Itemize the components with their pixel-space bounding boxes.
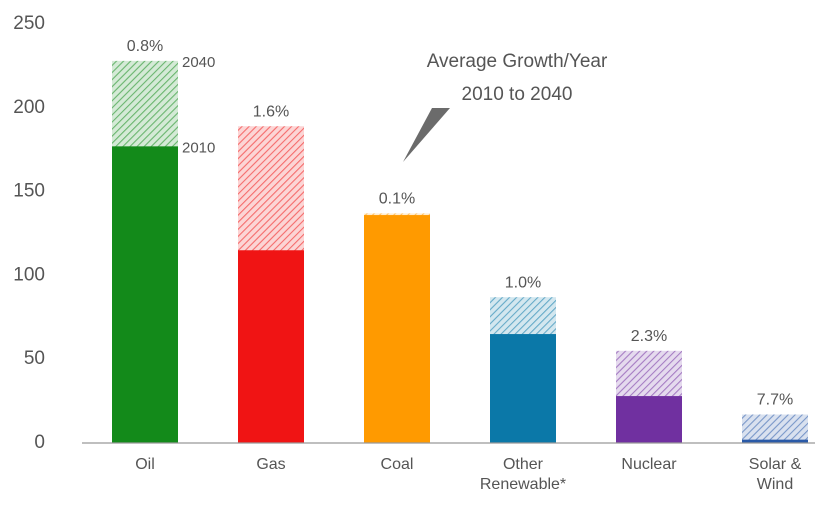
series-label: 2010 xyxy=(182,139,215,156)
x-tick-label: Oil xyxy=(135,456,155,473)
bar xyxy=(238,250,304,443)
x-tick-label: Coal xyxy=(380,456,414,473)
bar xyxy=(742,439,808,443)
bar xyxy=(364,215,430,443)
y-tick-label: 250 xyxy=(13,13,45,34)
callout-pointer xyxy=(403,108,450,162)
annotation: 2010 to 2040 xyxy=(462,84,573,105)
series-label: 2040 xyxy=(182,54,215,71)
y-tick-label: 100 xyxy=(13,264,45,285)
y-tick-label: 150 xyxy=(13,181,45,202)
x-tick-label: Other Renewable* xyxy=(479,456,567,493)
growth-label: 1.0% xyxy=(505,274,541,291)
y-tick-label: 50 xyxy=(24,348,45,369)
bar xyxy=(616,396,682,443)
annotation: Average Growth/Year xyxy=(427,51,608,72)
bar xyxy=(742,414,808,443)
growth-label: 0.8% xyxy=(127,38,163,55)
growth-label: 2.3% xyxy=(631,328,667,345)
y-tick-label: 200 xyxy=(13,97,45,118)
x-tick-label: Solar & Wind xyxy=(748,456,802,493)
bar xyxy=(490,334,556,443)
growth-label: 1.6% xyxy=(253,103,289,120)
x-tick-label: Nuclear xyxy=(621,456,677,473)
x-tick-label: Gas xyxy=(256,456,286,473)
bar xyxy=(112,146,178,443)
growth-label: 7.7% xyxy=(757,392,793,409)
growth-label: 0.1% xyxy=(379,191,415,208)
y-tick-label: 0 xyxy=(34,432,45,453)
